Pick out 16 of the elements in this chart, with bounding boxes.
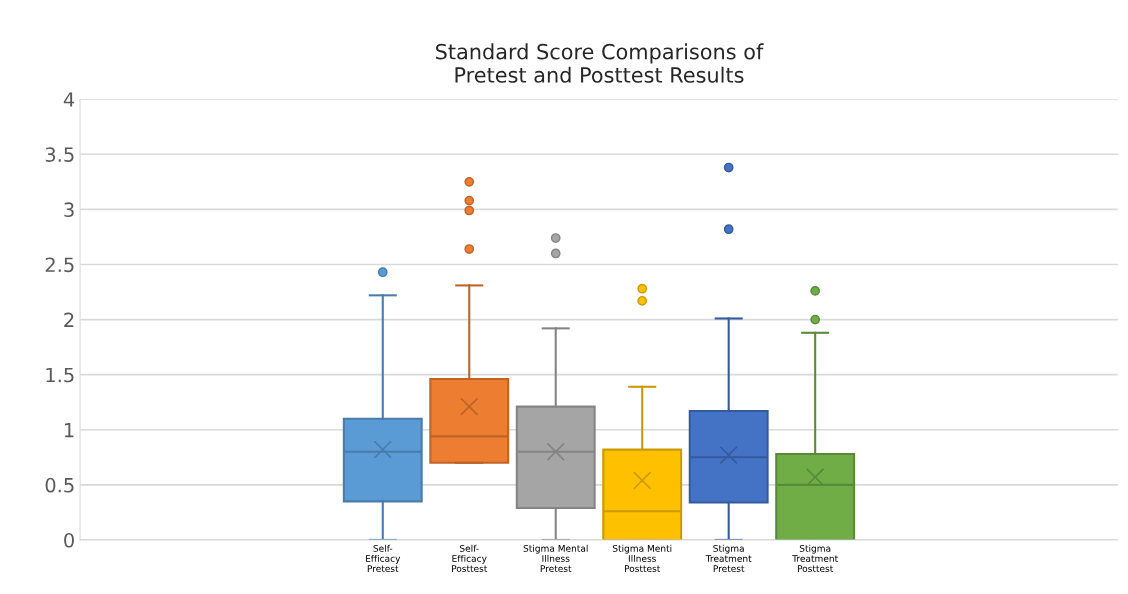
y-tick-label: 0.5 xyxy=(45,477,74,493)
x-tick-label: Stigma Menti Illness Posttest xyxy=(612,544,672,573)
y-tick-label: 1 xyxy=(64,422,74,438)
x-tick-label: Self- Efficacy Pretest xyxy=(365,544,401,573)
y-tick-label: 2 xyxy=(64,312,74,327)
x-tick-label: Stigma Mental Illness Pretest xyxy=(523,544,588,573)
x-tick-label: Stigma Treatment Pretest xyxy=(705,544,752,573)
y-tick-label: 1.5 xyxy=(46,367,74,383)
y-tick-label: 3 xyxy=(64,202,74,218)
chart-title: Standard Score Comparisons of Pretest and Posttest Results xyxy=(436,43,764,83)
x-tick-label: Self- Efficacy Posttest xyxy=(452,544,488,573)
y-tick-label: 3.5 xyxy=(45,147,74,162)
x-tick-label: Stigma Treatment Posttest xyxy=(792,544,838,573)
y-tick-label: 4 xyxy=(63,92,75,107)
y-tick-label: 2.5 xyxy=(45,257,74,273)
y-tick-label: 0 xyxy=(64,532,74,548)
